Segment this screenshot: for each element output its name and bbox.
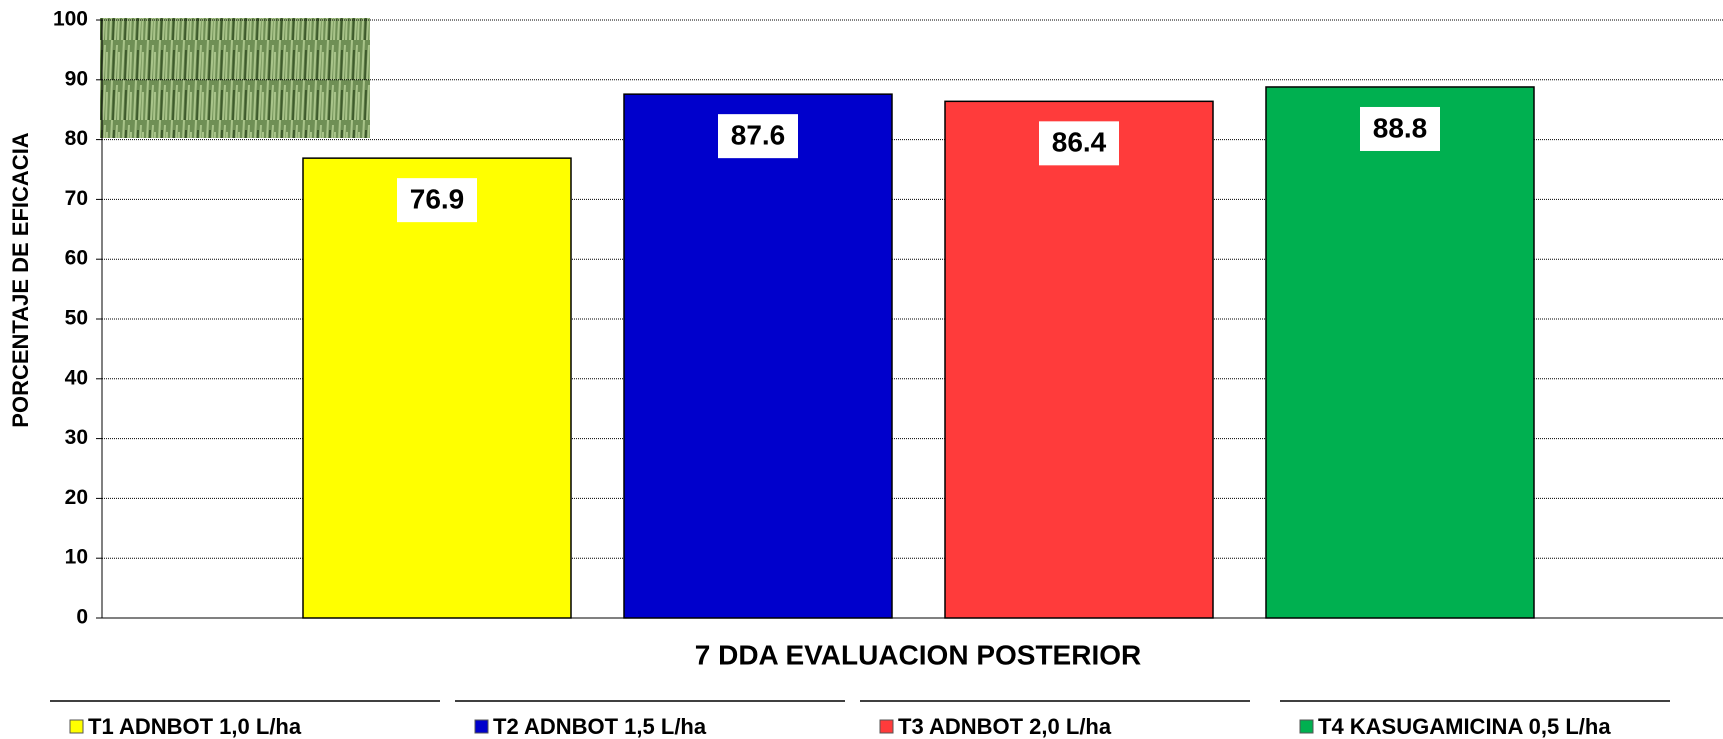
y-axis-title: PORCENTAJE DE EFICACIA <box>8 132 33 428</box>
y-tick-label: 0 <box>76 606 88 629</box>
value-label: 76.9 <box>410 184 465 215</box>
value-label: 88.8 <box>1373 112 1428 143</box>
y-tick-label: 70 <box>65 187 88 210</box>
y-tick-label: 80 <box>65 127 88 150</box>
x-axis-label: 7 DDA EVALUACION POSTERIOR <box>695 639 1141 670</box>
y-tick-label: 50 <box>65 307 88 330</box>
y-tick-label: 60 <box>65 247 88 270</box>
legend-swatch <box>474 719 489 734</box>
bar <box>302 157 572 619</box>
legend-swatch <box>1299 719 1314 734</box>
y-tick-label: 100 <box>53 8 88 31</box>
legend-label: T2 ADNBOT 1,5 L/ha <box>493 714 707 739</box>
y-tick-label: 40 <box>65 366 88 389</box>
value-label: 87.6 <box>731 120 786 151</box>
y-tick-label: 90 <box>65 67 88 90</box>
legend-label: T3 ADNBOT 2,0 L/ha <box>898 714 1112 739</box>
bar <box>623 93 893 619</box>
y-tick-label: 10 <box>65 546 88 569</box>
photo <box>100 18 370 138</box>
value-label-box <box>1360 106 1440 151</box>
bar <box>1265 86 1535 619</box>
value-label: 86.4 <box>1052 127 1107 158</box>
bar <box>944 100 1214 619</box>
legend-swatch <box>879 719 894 734</box>
legend-label: T4 KASUGAMICINA 0,5 L/ha <box>1318 714 1611 739</box>
value-label-box <box>718 114 798 159</box>
legend-swatch <box>69 719 84 734</box>
value-label-box <box>1039 121 1119 166</box>
y-tick-label: 30 <box>65 426 88 449</box>
y-tick-label: 20 <box>65 486 88 509</box>
value-label-box <box>397 178 477 223</box>
legend-label: T1 ADNBOT 1,0 L/ha <box>88 714 302 739</box>
